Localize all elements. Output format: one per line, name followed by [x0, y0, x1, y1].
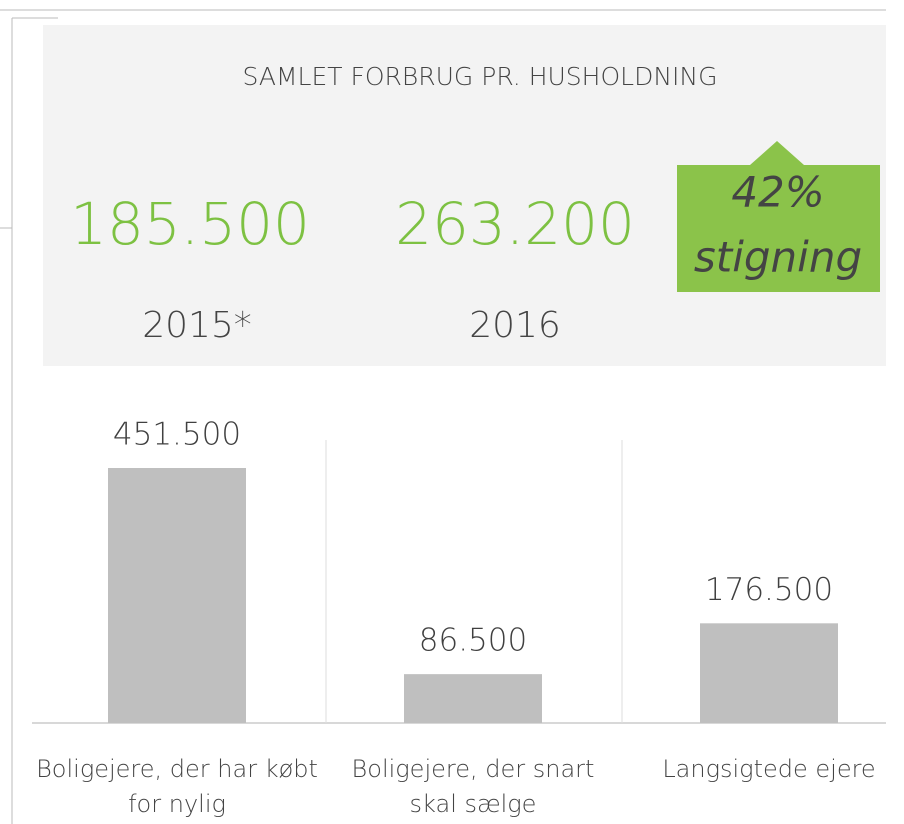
value-label: 176.500: [705, 572, 833, 608]
stat-value: 185.500: [70, 190, 310, 258]
bar: [404, 674, 542, 723]
category-label: Langsigtede ejere: [662, 755, 876, 783]
stat-year: 2015*: [142, 305, 252, 346]
badge-text: 42%: [731, 168, 824, 217]
stat-year: 2016: [469, 305, 561, 346]
bar: [108, 468, 246, 723]
category-label: Boligejere, der snart skal sælge: [351, 755, 595, 818]
summary-title: SAMLET FORBRUG PR. HUSHOLDNING: [243, 62, 718, 91]
value-label: 86.500: [419, 623, 527, 659]
badge-text: stigning: [694, 233, 862, 282]
category-label: Boligejere, der har købt for nylig: [36, 755, 318, 818]
bar: [700, 623, 838, 723]
stat-value: 263.200: [395, 190, 635, 258]
badge: [677, 141, 880, 292]
value-label: 451.500: [113, 417, 241, 453]
